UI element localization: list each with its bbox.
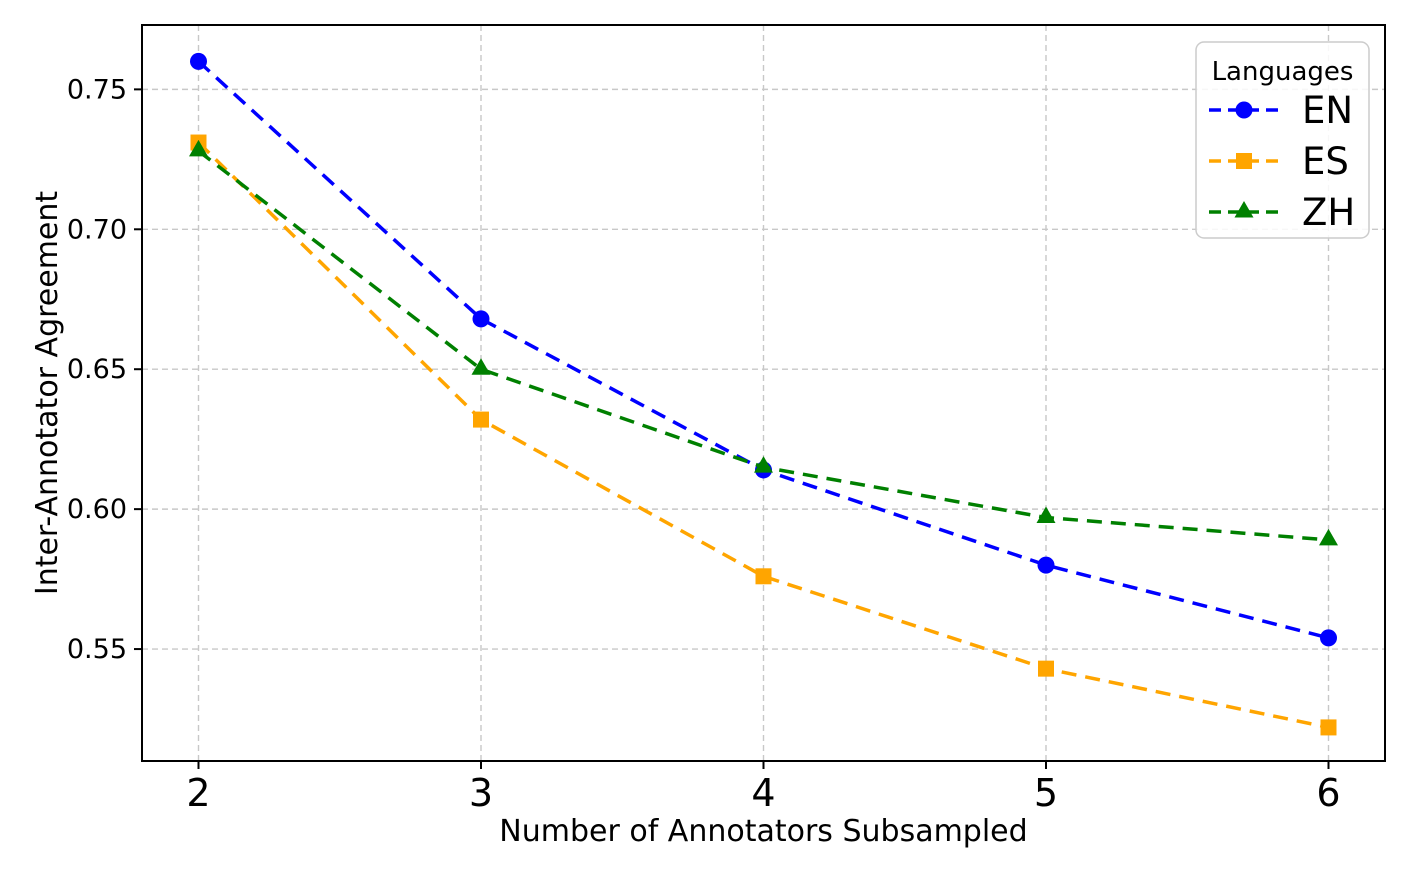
x-tick-label: 3	[469, 771, 493, 815]
y-tick-label: 0.75	[67, 74, 127, 105]
data-point-en-2	[190, 52, 207, 70]
series-es	[190, 134, 1337, 736]
data-point-es-3	[473, 411, 489, 428]
data-point-en-5	[1037, 556, 1055, 574]
x-tick-label: 4	[751, 771, 775, 815]
data-point-zh-2	[189, 139, 208, 157]
legend-marker-en	[1235, 101, 1253, 119]
legend-title: Languages	[1212, 57, 1354, 87]
data-point-es-5	[1038, 660, 1054, 677]
series-zh	[189, 139, 1338, 546]
y-axis-label: Inter-Annotator Agreement	[30, 191, 65, 596]
data-point-en-6	[1320, 629, 1337, 647]
data-point-es-6	[1320, 719, 1337, 736]
legend-box	[1195, 41, 1370, 239]
legend-marker-es	[1236, 153, 1252, 169]
plot-area	[142, 25, 1385, 761]
x-tick-label: 6	[1316, 771, 1340, 815]
data-point-zh-4	[754, 456, 773, 473]
data-point-zh-5	[1036, 506, 1056, 524]
data-point-es-4	[755, 568, 772, 585]
data-point-en-3	[472, 310, 490, 328]
legend-label-en: EN	[1302, 89, 1353, 132]
x-axis-label: Number of Annotators Subsampled	[499, 814, 1027, 849]
y-tick-label: 0.65	[67, 354, 127, 385]
x-tick-label: 5	[1034, 771, 1058, 815]
legend-label-zh: ZH	[1302, 191, 1355, 234]
legend-samples	[1209, 101, 1279, 218]
x-tick-label: 2	[186, 771, 210, 815]
tick-layer: 2 3 4 5 6 0.55 0.60 0.65 0.70 0.75	[67, 74, 1341, 815]
data-point-zh-3	[471, 358, 491, 375]
legend-marker-zh	[1234, 201, 1254, 218]
legend: Languages EN ES ZH	[1195, 41, 1370, 239]
legend-label-es: ES	[1302, 140, 1349, 183]
data-point-zh-6	[1319, 528, 1338, 546]
y-tick-label: 0.70	[67, 214, 127, 245]
y-tick-label: 0.55	[67, 634, 127, 665]
y-tick-label: 0.60	[67, 494, 127, 525]
